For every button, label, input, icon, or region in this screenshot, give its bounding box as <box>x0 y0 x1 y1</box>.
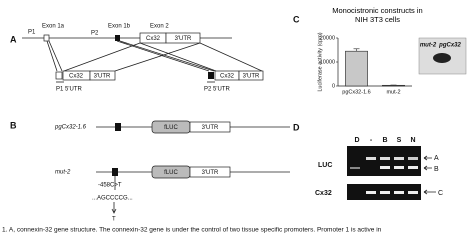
band-label: A <box>434 155 439 162</box>
panel-d: D D - B S N LUC Cx32 A B C <box>293 122 443 200</box>
bar <box>382 84 405 87</box>
box-label: 3'UTR <box>175 36 192 42</box>
lane-label: N <box>410 137 415 144</box>
exon-label: Exon 2 <box>150 24 169 30</box>
lane-label: - <box>370 137 373 144</box>
box-label: fLUC <box>164 170 178 176</box>
lane-label: S <box>397 137 402 144</box>
box-label: 3'UTR <box>94 74 111 80</box>
inset-label: mut-2 <box>420 43 437 49</box>
box-label: Cx32 <box>69 74 84 80</box>
row-label: Cx32 <box>315 190 332 197</box>
panel-b: B pgCx32-1.6 fLUC 3'UTR mut-2 fLUC 3'UTR… <box>10 120 290 223</box>
exon-label: Exon 1a <box>42 24 65 30</box>
band-label: B <box>434 166 439 173</box>
exon-label: Exon 1b <box>108 24 131 30</box>
box-label: 3'UTR <box>202 170 219 176</box>
chart-title: Monocistronic constructs in NIH 3T3 cell… <box>332 6 423 24</box>
utr-label: P1 5'UTR <box>56 87 82 93</box>
lane-label: B <box>382 137 387 144</box>
promoter: P1 <box>28 30 36 36</box>
panel-c: C Monocistronic constructs in NIH 3T3 ce… <box>293 6 467 95</box>
mutation-label: -458C>T <box>98 183 122 189</box>
panel-label: C <box>293 14 300 24</box>
box-label: Cx32 <box>220 74 235 80</box>
x-tick-label: pgCx32-1.6 <box>342 89 370 95</box>
panel-label: B <box>10 120 17 130</box>
caption: 1. A, connexin-32 gene structure. The co… <box>2 227 382 234</box>
chart-title-box: Monocistronic constructs in NIH 3T3 cell… <box>332 6 423 24</box>
x-tick-label: mut-2 <box>386 89 400 95</box>
panel-label: A <box>10 34 17 44</box>
panel-a: A P1 Exon 1a P2 Exon 1b Exon 2 Cx32 3'UT… <box>10 24 264 93</box>
sequence: ...AGCCCCG... <box>92 196 133 202</box>
lane-label: D <box>354 137 359 144</box>
y-tick-label: 10000 <box>320 59 335 65</box>
y-axis-label: Luciferase activity (cpm) <box>317 32 323 91</box>
bar <box>345 50 368 87</box>
box-label: fLUC <box>164 125 178 131</box>
box-label: 3'UTR <box>202 125 219 131</box>
y-tick-label: 0 <box>332 83 335 89</box>
construct-label: mut-2 <box>55 170 71 176</box>
box-label: Cx32 <box>146 36 161 42</box>
utr-label: P2 5'UTR <box>204 87 230 93</box>
band-label: C <box>438 190 443 197</box>
y-tick-label: 20000 <box>320 35 335 41</box>
panel-label: D <box>293 122 300 132</box>
promoter: P2 <box>91 31 99 37</box>
box-label: 3'UTR <box>243 74 260 80</box>
substitution: T <box>112 217 116 223</box>
row-label: LUC <box>318 162 332 169</box>
inset-label: pgCx32 <box>438 43 461 49</box>
construct-label: pgCx32-1.6 <box>54 125 87 131</box>
